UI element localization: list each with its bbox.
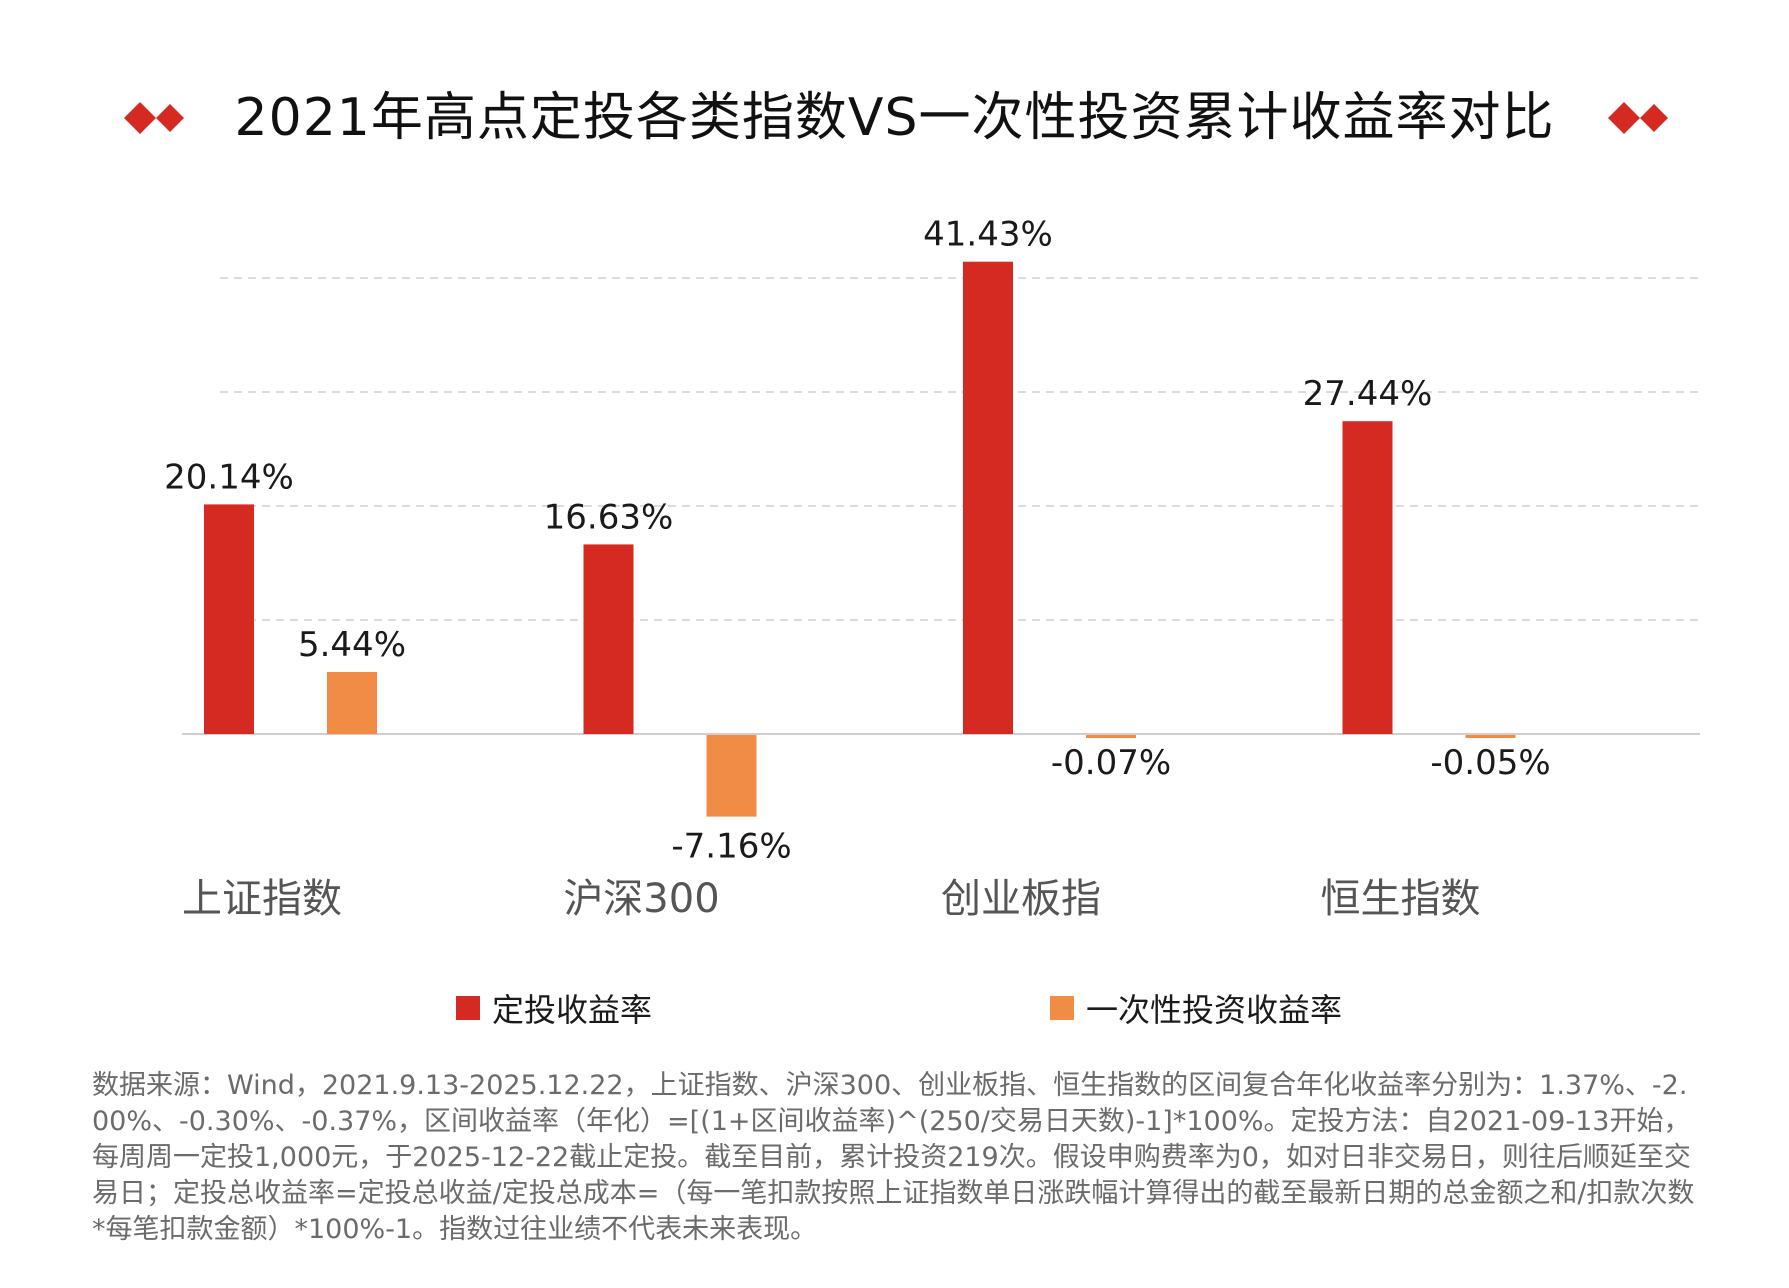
category-label: 创业板指 bbox=[941, 876, 1101, 922]
data-label: 5.44% bbox=[298, 625, 406, 665]
legend-item-lump-sum: 一次性投资收益率 bbox=[1050, 988, 1343, 1029]
diamond-decoration-left-icon bbox=[124, 102, 184, 134]
legend-item-dca: 定投收益率 bbox=[456, 988, 653, 1029]
bar-chart: 20.14% 5.44% 上证指数 16.63% -7.16% 沪深300 41.43% -0… bbox=[164, 215, 1700, 922]
data-label: 27.44% bbox=[1303, 374, 1433, 414]
legend-label-lump-sum: 一次性投资收益率 bbox=[1086, 991, 1343, 1029]
category-label: 恒生指数 bbox=[1321, 876, 1481, 922]
data-label: 16.63% bbox=[544, 497, 674, 537]
footnote: 数据来源：Wind，2021.9.13-2025.12.22，上证指数、沪深30… bbox=[92, 1070, 1695, 1245]
data-label: -7.16% bbox=[671, 827, 791, 867]
bar-dca-2 bbox=[963, 261, 1013, 734]
category-label: 上证指数 bbox=[182, 876, 342, 922]
bar-lump-sum-3 bbox=[1465, 735, 1516, 738]
title-row: 2021年高点定投各类指数VS一次性投资累计收益率对比 bbox=[0, 78, 1789, 158]
data-label: -0.07% bbox=[1051, 743, 1171, 783]
category-label: 沪深300 bbox=[563, 876, 719, 922]
bar-lump-sum-2 bbox=[1086, 735, 1136, 738]
bar-dca-0 bbox=[204, 504, 254, 734]
data-label: -0.05% bbox=[1430, 743, 1550, 783]
legend-swatch-dca bbox=[456, 996, 480, 1020]
bar-dca-1 bbox=[583, 544, 634, 734]
bar-lump-sum-0 bbox=[327, 671, 377, 734]
bar-lump-sum-1 bbox=[706, 735, 757, 817]
legend: 定投收益率 一次性投资收益率 bbox=[0, 988, 1789, 1029]
legend-label-dca: 定投收益率 bbox=[492, 991, 653, 1029]
bar-dca-3 bbox=[1342, 421, 1393, 734]
diamond-decoration-right-icon bbox=[1608, 102, 1668, 134]
data-label: 41.43% bbox=[923, 215, 1053, 255]
data-label: 20.14% bbox=[164, 457, 294, 497]
chart-title: 2021年高点定投各类指数VS一次性投资累计收益率对比 bbox=[234, 88, 1555, 148]
legend-swatch-lump-sum bbox=[1050, 996, 1074, 1020]
